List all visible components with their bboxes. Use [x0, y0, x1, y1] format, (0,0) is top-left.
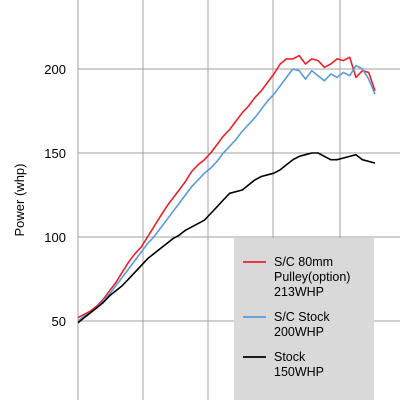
- series-line-1: [77, 64, 376, 322]
- y-tick-label: 150: [44, 146, 66, 161]
- legend-box: [234, 238, 374, 400]
- legend-label-0-line-1: Pulley(option): [274, 270, 350, 284]
- series-lines: [77, 54, 376, 324]
- y-tick-labels: 50 100 150 200: [44, 62, 66, 329]
- legend-label-1-line-0: S/C Stock: [274, 310, 330, 324]
- series-line-2: [77, 152, 376, 324]
- series-line-0: [77, 54, 376, 319]
- y-tick-label: 100: [44, 230, 66, 245]
- legend-label-2-line-1: 150WHP: [274, 365, 324, 379]
- legend-label-2-line-0: Stock: [274, 350, 306, 364]
- y-tick-label: 200: [44, 62, 66, 77]
- legend-label-0-line-0: S/C 80mm: [274, 255, 333, 269]
- legend-label-1-line-1: 200WHP: [274, 325, 324, 339]
- y-tick-label: 50: [52, 314, 66, 329]
- legend-label-0-line-2: 213WHP: [274, 285, 324, 299]
- y-axis-label: Power (whp): [12, 164, 27, 237]
